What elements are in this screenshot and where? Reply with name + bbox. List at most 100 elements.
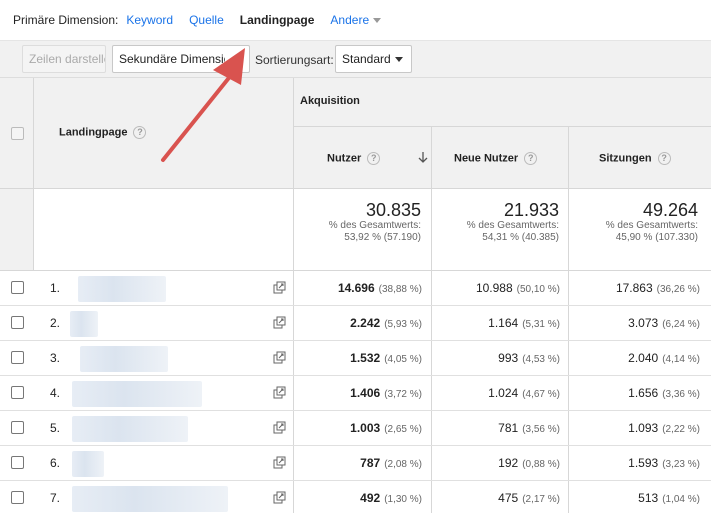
- dimension-option-andere[interactable]: Andere: [330, 13, 382, 27]
- redacted-landingpage-url[interactable]: [72, 451, 104, 477]
- row-checkbox[interactable]: [11, 491, 24, 504]
- column-header-neue-nutzer[interactable]: Neue Nutzer?: [454, 152, 538, 165]
- secondary-dimension-select[interactable]: Sekundäre Dimension: [112, 45, 250, 73]
- help-icon[interactable]: ?: [524, 152, 538, 165]
- row-divider: [0, 305, 711, 306]
- cell-sitzungen: 17.863 (36,26 %): [616, 281, 700, 295]
- redacted-landingpage-url[interactable]: [72, 416, 188, 442]
- sort-type-value: Standard: [342, 52, 391, 66]
- table-row[interactable]: 6. 787 (2,08 %) 192 (0,88 %) 1.593 (3,23 %): [0, 446, 711, 481]
- nutzer-pct: (1,30 %): [384, 494, 422, 505]
- nutzer-value: 14.696: [337, 281, 375, 295]
- chevron-down-icon: [233, 57, 241, 62]
- primary-dimension-bar: Primäre Dimension: Keyword Quelle Landin…: [0, 0, 711, 40]
- cell-sitzungen: 513 (1,04 %): [638, 491, 700, 505]
- neue-nutzer-pct: (4,67 %): [522, 389, 560, 400]
- table-row[interactable]: 3. 1.532 (4,05 %) 993 (4,53 %) 2.040 (4,14 %): [0, 341, 711, 376]
- total-pct-label: % des Gesamtwerts:: [328, 220, 421, 231]
- row-number: 6.: [50, 456, 61, 470]
- row-checkbox[interactable]: [11, 456, 24, 469]
- total-neue-nutzer: 21.933 % des Gesamtwerts: 54,31 % (40.38…: [435, 200, 559, 244]
- neue-nutzer-pct: (0,88 %): [522, 459, 560, 470]
- sitzungen-header-label: Sitzungen: [599, 152, 652, 165]
- table-toolbar: Zeilen darstellen Sekundäre Dimension So…: [0, 40, 711, 78]
- open-page-icon[interactable]: [273, 316, 286, 329]
- neue-nutzer-pct: (50,10 %): [516, 284, 560, 295]
- nutzer-value: 787: [360, 456, 381, 470]
- dimension-option-quelle[interactable]: Quelle: [189, 13, 224, 27]
- row-checkbox[interactable]: [11, 421, 24, 434]
- cell-sitzungen: 1.093 (2,22 %): [628, 421, 700, 435]
- nutzer-value: 492: [360, 491, 381, 505]
- cell-neue-nutzer: 192 (0,88 %): [498, 456, 560, 470]
- neue-nutzer-value: 475: [498, 491, 519, 505]
- dimension-option-landingpage[interactable]: Landingpage: [239, 13, 315, 27]
- help-icon[interactable]: ?: [133, 126, 147, 139]
- row-divider: [0, 480, 711, 481]
- row-checkbox[interactable]: [11, 351, 24, 364]
- landingpage-column-header[interactable]: Landingpage?: [59, 126, 147, 139]
- plot-rows-button[interactable]: Zeilen darstellen: [22, 45, 106, 73]
- nutzer-pct: (38,88 %): [378, 284, 422, 295]
- sitzungen-pct: (6,24 %): [662, 319, 700, 330]
- table-header: [0, 78, 711, 188]
- nutzer-pct: (4,05 %): [384, 354, 422, 365]
- totals-checkbox-cell: [0, 188, 33, 270]
- nutzer-pct: (5,93 %): [384, 319, 422, 330]
- table-row[interactable]: 5. 1.003 (2,65 %) 781 (3,56 %) 1.093 (2,22 %): [0, 411, 711, 446]
- sitzungen-pct: (3,36 %): [662, 389, 700, 400]
- redacted-landingpage-url[interactable]: [72, 381, 202, 407]
- row-checkbox[interactable]: [11, 281, 24, 294]
- total-nutzer: 30.835 % des Gesamtwerts: 53,92 % (57.19…: [297, 200, 421, 244]
- row-checkbox[interactable]: [11, 316, 24, 329]
- redacted-landingpage-url[interactable]: [78, 276, 166, 302]
- sort-type-select[interactable]: Standard: [335, 45, 412, 73]
- open-page-icon[interactable]: [273, 281, 286, 294]
- table-row[interactable]: 1. 14.696 (38,88 %) 10.988 (50,10 %) 17.863 (3…: [0, 271, 711, 306]
- row-number: 3.: [50, 351, 61, 365]
- row-divider: [0, 340, 711, 341]
- primary-dimension-label: Primäre Dimension:: [13, 13, 119, 27]
- redacted-landingpage-url[interactable]: [72, 486, 228, 512]
- cell-sitzungen: 3.073 (6,24 %): [628, 316, 700, 330]
- dimension-option-keyword[interactable]: Keyword: [126, 13, 174, 27]
- neue-nutzer-pct: (5,31 %): [522, 319, 560, 330]
- neue-nutzer-pct: (3,56 %): [522, 424, 560, 435]
- row-number: 4.: [50, 386, 61, 400]
- open-page-icon[interactable]: [273, 456, 286, 469]
- redacted-landingpage-url[interactable]: [80, 346, 168, 372]
- nutzer-value: 1.406: [350, 386, 381, 400]
- cell-nutzer: 787 (2,08 %): [360, 456, 422, 470]
- redacted-landingpage-url[interactable]: [70, 311, 98, 337]
- column-header-sitzungen[interactable]: Sitzungen?: [599, 152, 671, 165]
- sort-descending-icon[interactable]: [418, 152, 428, 164]
- nutzer-value: 1.532: [350, 351, 381, 365]
- open-page-icon[interactable]: [273, 351, 286, 364]
- andere-label: Andere: [330, 13, 370, 27]
- divider: [0, 188, 711, 189]
- open-page-icon[interactable]: [273, 491, 286, 504]
- table-row[interactable]: 7. 492 (1,30 %) 475 (2,17 %) 513 (1,04 %): [0, 481, 711, 513]
- table-row[interactable]: 4. 1.406 (3,72 %) 1.024 (4,67 %) 1.656 (3,36 %…: [0, 376, 711, 411]
- cell-neue-nutzer: 1.024 (4,67 %): [488, 386, 560, 400]
- select-all-checkbox[interactable]: [11, 127, 24, 140]
- divider: [293, 126, 711, 127]
- row-divider: [0, 375, 711, 376]
- open-page-icon[interactable]: [273, 421, 286, 434]
- open-page-icon[interactable]: [273, 386, 286, 399]
- row-checkbox[interactable]: [11, 386, 24, 399]
- help-icon[interactable]: ?: [367, 152, 381, 165]
- cell-neue-nutzer: 1.164 (5,31 %): [488, 316, 560, 330]
- sitzungen-pct: (3,23 %): [662, 459, 700, 470]
- column-header-nutzer[interactable]: Nutzer?: [327, 152, 381, 165]
- divider: [568, 126, 569, 513]
- help-icon[interactable]: ?: [657, 152, 671, 165]
- total-pct-label: % des Gesamtwerts:: [605, 220, 698, 231]
- sitzungen-value: 1.093: [628, 421, 659, 435]
- total-detail: 45,90 % (107.330): [615, 232, 698, 243]
- neue-nutzer-value: 1.164: [488, 316, 519, 330]
- sitzungen-value: 1.656: [628, 386, 659, 400]
- table-row[interactable]: 2. 2.242 (5,93 %) 1.164 (5,31 %) 3.073 (6,24 %…: [0, 306, 711, 341]
- nutzer-value: 1.003: [350, 421, 381, 435]
- landingpage-header-label: Landingpage: [59, 126, 128, 139]
